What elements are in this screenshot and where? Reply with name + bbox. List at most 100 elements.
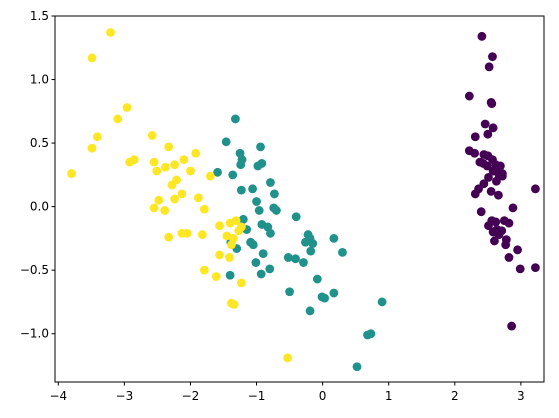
- scatter-point-s1-46: [320, 293, 330, 303]
- scatter-point-s1-30: [248, 240, 258, 250]
- scatter-point-s1-8: [213, 167, 222, 177]
- scatter-point-s2-2: [122, 103, 132, 112]
- scatter-point-s0-33: [476, 207, 486, 217]
- scatter-point-s0-38: [504, 218, 514, 228]
- scatter-point-s1-44: [285, 287, 294, 297]
- scatter-point-s2-7: [191, 148, 201, 158]
- scatter-point-s1-29: [308, 239, 318, 248]
- scatter-point-s2-6: [164, 142, 174, 152]
- axes-frame: [54, 15, 545, 383]
- scatter-point-s1-15: [254, 206, 264, 215]
- scatter-point-s1-9: [228, 170, 238, 180]
- scatter-point-s2-12: [149, 157, 159, 167]
- scatter-point-s2-26: [149, 203, 159, 213]
- scatter-point-s0-51: [507, 321, 517, 331]
- x-tick-label: 3: [517, 389, 525, 403]
- scatter-point-s0-39: [484, 221, 493, 231]
- scatter-point-s1-5: [236, 160, 246, 170]
- scatter-point-s0-8: [483, 129, 493, 139]
- scatter-point-s2-4: [147, 131, 157, 140]
- scatter-point-s2-23: [154, 195, 164, 205]
- x-tick-label: 0: [319, 389, 327, 403]
- scatter-point-s0-30: [470, 189, 480, 199]
- scatter-point-s0-9: [470, 132, 480, 142]
- scatter-point-s2-41: [225, 253, 234, 262]
- scatter-point-s1-23: [266, 228, 275, 238]
- scatter-point-s1-42: [256, 269, 266, 279]
- scatter-point-s2-27: [160, 206, 170, 215]
- scatter-point-s2-21: [177, 189, 187, 199]
- scatter-point-s1-48: [377, 297, 387, 307]
- scatter-point-s1-40: [265, 264, 275, 274]
- scatter-point-s2-8: [87, 143, 97, 153]
- scatter-point-s2-44: [236, 278, 246, 288]
- scatter-point-s2-14: [160, 162, 170, 172]
- scatter-point-s1-14: [252, 197, 261, 206]
- scatter-point-s0-49: [515, 264, 525, 274]
- scatter-point-s1-34: [258, 249, 268, 259]
- scatter-point-s2-9: [179, 155, 189, 165]
- x-tick-label: −4: [49, 389, 67, 403]
- scatter-point-s2-16: [186, 166, 195, 176]
- scatter-point-s0-29: [486, 186, 496, 196]
- y-axis-ticks: −1.0 −0.5 0.0 0.5 1.0 1.5: [20, 9, 55, 341]
- scatter-point-s0-48: [504, 253, 514, 262]
- scatter-point-s2-36: [182, 228, 192, 238]
- scatter-point-s2-28: [215, 221, 224, 231]
- scatter-point-s0-1: [488, 52, 497, 62]
- x-tick-label: −1: [248, 389, 266, 403]
- scatter-point-s2-1: [87, 53, 97, 63]
- y-tick-label: 0.0: [30, 200, 49, 214]
- scatter-point-s1-41: [225, 270, 235, 280]
- scatter-point-s1-0: [231, 114, 240, 124]
- scatter-point-s1-52: [352, 362, 362, 372]
- y-tick-label: 1.5: [30, 9, 49, 23]
- scatter-point-s0-2: [484, 62, 494, 72]
- scatter-point-s0-43: [494, 230, 504, 239]
- y-tick-label: 0.5: [30, 136, 49, 150]
- scatter-point-s2-34: [164, 232, 174, 242]
- scatter-point-s2-3: [113, 114, 123, 124]
- scatter-point-s2-30: [231, 216, 241, 226]
- scatter-point-s2-43: [211, 272, 221, 281]
- scatter-point-s1-49: [305, 306, 315, 316]
- scatter-point-s1-2: [256, 142, 265, 152]
- scatter-point-s1-13: [269, 189, 279, 199]
- scatter-point-s0-50: [531, 263, 540, 273]
- scatter-point-s0-47: [513, 245, 522, 255]
- scatter-point-s2-33: [222, 231, 232, 241]
- scatter-point-s0-32: [531, 184, 540, 194]
- scatter-point-s2-39: [227, 240, 236, 250]
- scatter-point-s1-21: [291, 212, 301, 222]
- x-tick-label: −2: [182, 389, 200, 403]
- scatter-point-s2-40: [215, 250, 224, 260]
- scatter-point-s1-35: [283, 253, 293, 262]
- scatter-point-s0-3: [464, 91, 474, 101]
- x-tick-label: −3: [116, 389, 134, 403]
- x-axis-ticks: −4 −3 −2 −1 0 1 2 3: [49, 382, 525, 403]
- scatter-point-s2-25: [199, 204, 209, 214]
- scatter-point-s1-47: [329, 288, 339, 298]
- x-tick-label: 1: [385, 389, 393, 403]
- scatter-point-s0-31: [494, 190, 503, 200]
- scatter-point-s1-43: [312, 274, 322, 284]
- scatter-point-s1-1: [221, 137, 231, 147]
- scatter-point-s1-32: [306, 246, 316, 256]
- scatter-point-s2-13: [170, 160, 180, 170]
- scatter-point-s0-7: [488, 123, 498, 133]
- scatter-point-s0-6: [480, 119, 490, 129]
- scatter-point-s2-17: [205, 171, 215, 181]
- scatter-point-s2-46: [229, 300, 239, 309]
- scatter-point-s2-15: [152, 166, 162, 176]
- scatter-point-s1-36: [338, 247, 347, 257]
- scatter-point-s1-51: [366, 329, 376, 339]
- scatter-point-s2-19: [67, 169, 76, 178]
- scatter-point-s0-5: [487, 99, 497, 109]
- scatter-point-s0-24: [497, 171, 507, 181]
- scatter-point-s2-24: [170, 194, 180, 204]
- scatter-point-s1-10: [236, 185, 246, 195]
- scatter-point-s1-12: [266, 178, 275, 187]
- scatter-point-s1-11: [248, 184, 257, 194]
- scatter-point-s0-45: [490, 236, 499, 246]
- scatter-point-s2-47: [283, 353, 293, 363]
